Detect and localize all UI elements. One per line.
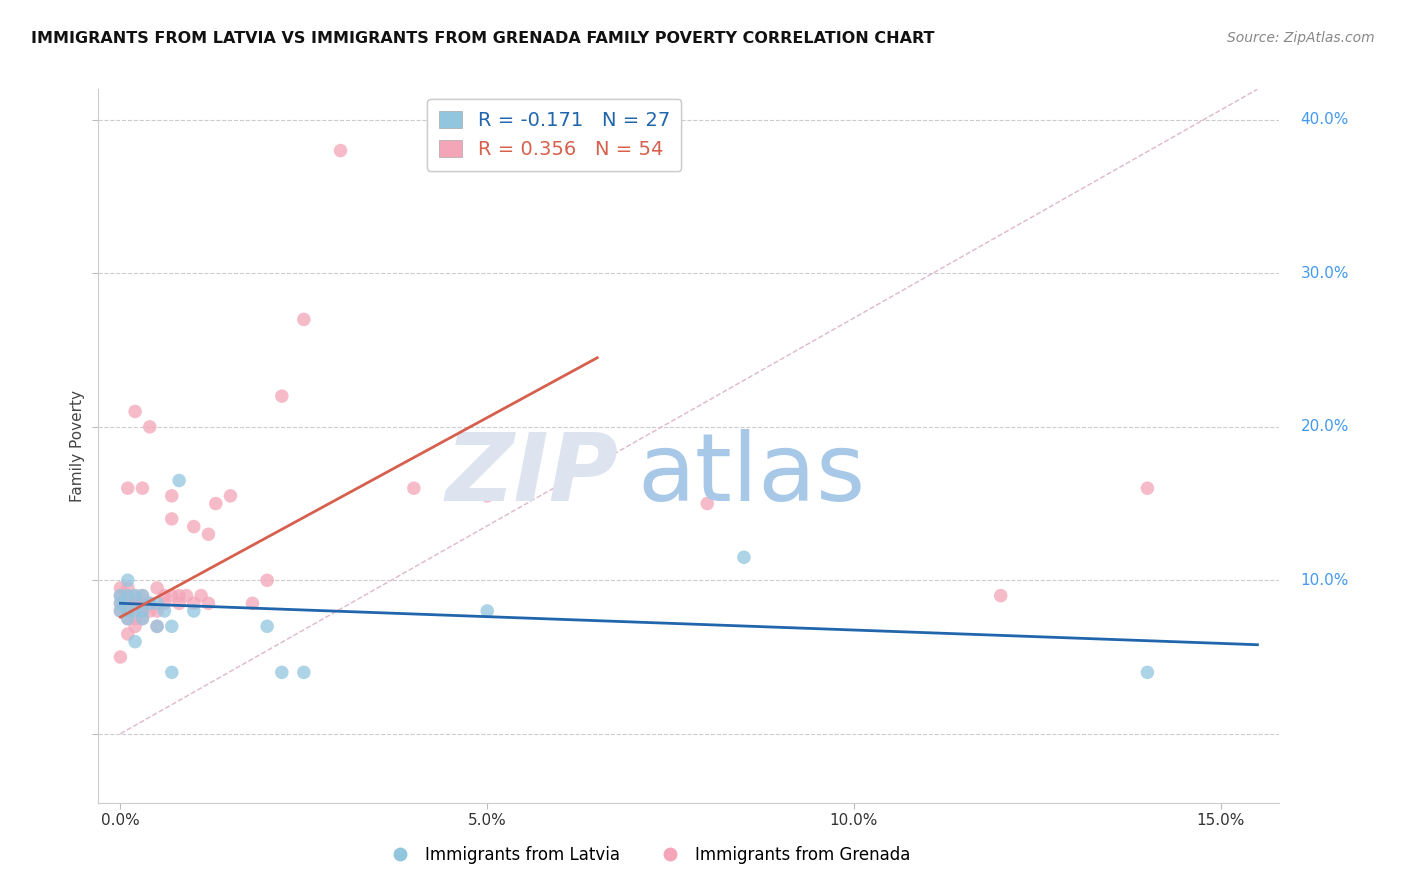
Point [139, 596, 162, 610]
Point [131, 612, 153, 626]
Point [131, 604, 153, 618]
Point [139, 596, 162, 610]
Text: 30.0%: 30.0% [1301, 266, 1348, 281]
Point [117, 481, 139, 495]
Point [292, 312, 315, 326]
Point [1136, 481, 1159, 495]
Point [146, 604, 169, 618]
Point [167, 474, 190, 488]
Point [153, 589, 176, 603]
Point [256, 574, 278, 588]
Point [256, 619, 278, 633]
Point [110, 604, 132, 618]
Point [110, 589, 132, 603]
Point [183, 604, 205, 618]
Point [117, 612, 139, 626]
Point [550, 481, 572, 495]
Text: Source: ZipAtlas.com: Source: ZipAtlas.com [1227, 31, 1375, 45]
Point [242, 596, 264, 610]
Text: 20.0%: 20.0% [1301, 419, 1348, 434]
Point [131, 589, 153, 603]
Point [160, 489, 183, 503]
Point [183, 596, 205, 610]
Text: 40.0%: 40.0% [1301, 112, 1348, 128]
Point [204, 497, 226, 511]
Point [124, 589, 146, 603]
Point [160, 665, 183, 680]
Point [167, 596, 190, 610]
Point [146, 596, 169, 610]
Point [402, 481, 425, 495]
Point [110, 596, 132, 610]
Point [117, 596, 139, 610]
Point [270, 389, 292, 403]
Text: ZIP: ZIP [446, 428, 619, 521]
Point [110, 589, 132, 603]
Point [117, 612, 139, 626]
Point [167, 589, 190, 603]
Point [270, 665, 292, 680]
Point [110, 581, 132, 595]
Point [733, 550, 755, 565]
Point [183, 519, 205, 533]
Point [124, 612, 146, 626]
Point [176, 589, 198, 603]
Point [146, 619, 169, 633]
Point [160, 512, 183, 526]
Point [124, 604, 146, 618]
Point [117, 627, 139, 641]
Point [696, 497, 718, 511]
Text: atlas: atlas [638, 428, 866, 521]
Point [160, 619, 183, 633]
Point [124, 404, 146, 418]
Point [153, 604, 176, 618]
Point [329, 144, 352, 158]
Point [131, 589, 153, 603]
Point [990, 589, 1012, 603]
Point [146, 619, 169, 633]
Point [139, 419, 162, 434]
Point [197, 596, 219, 610]
Point [124, 634, 146, 648]
Point [153, 596, 176, 610]
Point [124, 596, 146, 610]
Point [131, 596, 153, 610]
Point [190, 589, 212, 603]
Point [117, 589, 139, 603]
Point [110, 650, 132, 665]
Point [292, 665, 315, 680]
Point [477, 489, 499, 503]
Point [197, 527, 219, 541]
Point [124, 619, 146, 633]
Point [219, 489, 242, 503]
Point [117, 604, 139, 618]
Point [110, 604, 132, 618]
Point [131, 604, 153, 618]
Point [131, 481, 153, 495]
Legend: Immigrants from Latvia, Immigrants from Grenada: Immigrants from Latvia, Immigrants from … [377, 839, 917, 871]
Y-axis label: Family Poverty: Family Poverty [69, 390, 84, 502]
Point [117, 581, 139, 595]
Point [1136, 665, 1159, 680]
Text: IMMIGRANTS FROM LATVIA VS IMMIGRANTS FROM GRENADA FAMILY POVERTY CORRELATION CHA: IMMIGRANTS FROM LATVIA VS IMMIGRANTS FRO… [31, 31, 935, 46]
Point [160, 589, 183, 603]
Legend: R = -0.171   N = 27, R = 0.356   N = 54: R = -0.171 N = 27, R = 0.356 N = 54 [427, 99, 682, 170]
Point [477, 604, 499, 618]
Point [146, 581, 169, 595]
Point [117, 604, 139, 618]
Point [117, 589, 139, 603]
Point [139, 604, 162, 618]
Point [131, 612, 153, 626]
Text: 10.0%: 10.0% [1301, 573, 1348, 588]
Point [124, 589, 146, 603]
Point [117, 574, 139, 588]
Point [110, 596, 132, 610]
